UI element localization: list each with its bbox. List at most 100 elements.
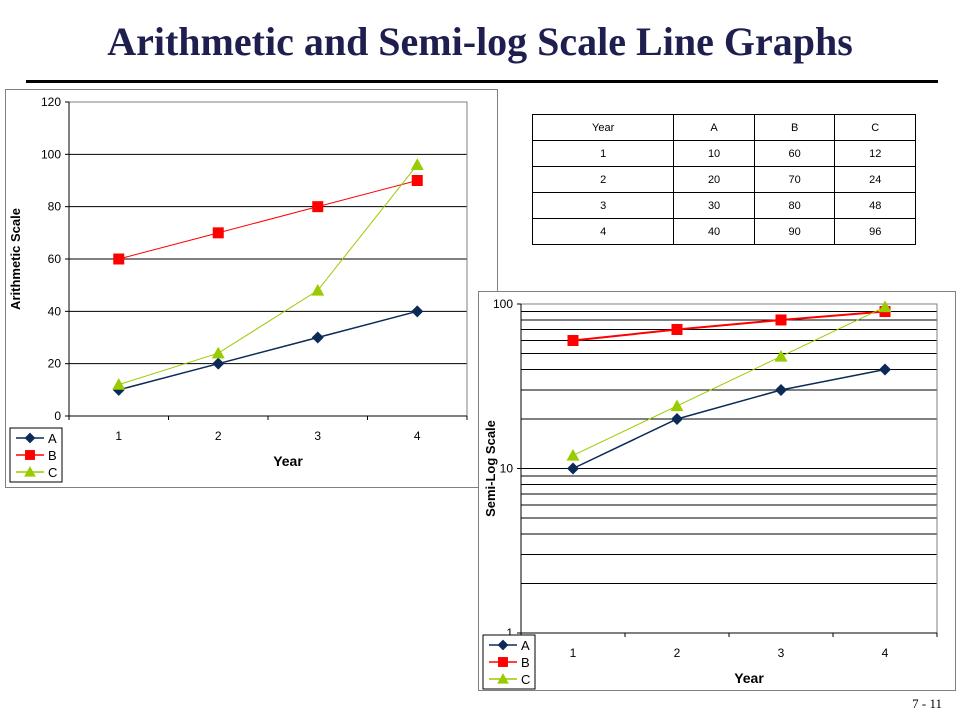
data-point-b xyxy=(212,227,224,239)
table-cell: 96 xyxy=(834,218,916,245)
data-point-b xyxy=(411,175,423,186)
data-point-b xyxy=(775,314,787,326)
y-tick-label: 100 xyxy=(41,147,61,161)
x-tick-label: 1 xyxy=(115,429,122,443)
table-cell: 2 xyxy=(531,166,675,193)
table-cell: 40 xyxy=(673,218,755,245)
data-point-c xyxy=(410,158,424,170)
x-tick-label: 2 xyxy=(674,646,681,660)
data-point-c xyxy=(774,349,788,362)
x-tick-label: 2 xyxy=(215,429,222,443)
data-point-a xyxy=(775,384,787,397)
table-row: 1 10 60 12 xyxy=(531,140,916,167)
semilog-chart: 1 10 100 1 2 3 4 Year Semi-Log Scale A B C xyxy=(478,291,956,691)
data-point-a xyxy=(671,412,683,425)
y-tick-label: 80 xyxy=(48,200,62,214)
legend-marker-a xyxy=(24,432,36,444)
legend-label-b: B xyxy=(48,448,57,463)
table-cell: 1 xyxy=(531,140,675,167)
x-axis-title: Year xyxy=(734,670,764,686)
y-tick-label: 40 xyxy=(48,304,62,318)
series-line-b xyxy=(118,180,418,260)
data-point-c xyxy=(311,283,325,296)
data-point-c xyxy=(112,378,126,390)
series-a xyxy=(112,305,424,396)
series-line-b xyxy=(572,310,886,342)
legend-marker-b xyxy=(498,657,508,667)
x-tick-label: 1 xyxy=(570,646,577,660)
arithmetic-chart: 0 20 40 60 80 100 120 1 2 3 4 Year Arithmetic Scale A… xyxy=(5,89,498,488)
legend-marker-a xyxy=(497,639,509,651)
series-a xyxy=(567,363,891,475)
legend-label-b: B xyxy=(521,655,530,670)
data-point-b xyxy=(312,201,324,213)
semilog-chart-svg: 1 10 100 1 2 3 4 Year Semi-Log Scale ABC xyxy=(482,297,938,690)
table-cell: 10 xyxy=(673,140,755,167)
data-point-a xyxy=(311,331,324,344)
table-row: 3 30 80 48 xyxy=(531,192,916,219)
x-tick-label: 4 xyxy=(414,429,421,443)
table-header-cell: B xyxy=(753,114,836,141)
data-point-b xyxy=(671,323,683,335)
table-cell: 90 xyxy=(753,218,836,245)
gridlines xyxy=(69,101,467,417)
table-header-cell: C xyxy=(834,114,916,141)
title-divider xyxy=(26,80,938,83)
data-point-a xyxy=(212,357,225,370)
y-axis-title: Arithmetic Scale xyxy=(8,208,23,310)
table-cell: 30 xyxy=(673,192,755,219)
data-table: Year A B C 1 10 60 12 2 20 70 24 3 30 80… xyxy=(531,114,916,245)
table-cell: 20 xyxy=(673,166,755,193)
y-tick-label: 20 xyxy=(48,357,62,371)
y-tick-label: 100 xyxy=(493,297,513,311)
data-point-a xyxy=(411,305,424,318)
gridlines xyxy=(521,303,937,634)
y-tick-label: 120 xyxy=(41,95,61,109)
x-tick-label: 4 xyxy=(882,646,889,660)
data-point-c xyxy=(878,300,892,313)
data-point-a xyxy=(567,462,579,475)
table-header-cell: Year xyxy=(531,114,675,141)
legend-marker-c xyxy=(24,466,36,477)
legend-label-a: A xyxy=(521,638,530,653)
y-axis-title: Semi-Log Scale xyxy=(483,420,498,517)
series-line-c xyxy=(572,306,886,456)
data-point-c xyxy=(211,346,225,359)
legend-label-c: C xyxy=(521,672,530,687)
table-header-row: Year A B C xyxy=(531,114,916,141)
table-cell: 3 xyxy=(531,192,675,219)
series-line-c xyxy=(118,164,418,386)
arithmetic-chart-svg: 0 20 40 60 80 100 120 1 2 3 4 Year Arithmetic Scale A… xyxy=(8,95,468,483)
y-tick-label: 60 xyxy=(48,252,62,266)
data-point-c xyxy=(670,399,684,412)
legend-label-c: C xyxy=(48,465,57,480)
x-tick-label: 3 xyxy=(778,646,785,660)
series-line-a xyxy=(572,368,886,470)
table-cell: 48 xyxy=(834,192,916,219)
series-line-a xyxy=(118,310,418,391)
data-point-b xyxy=(567,334,579,346)
x-axis-title: Year xyxy=(273,453,303,469)
y-tick-label: 1 xyxy=(506,626,513,640)
series-c xyxy=(566,300,892,461)
series-c xyxy=(112,158,424,390)
data-point-c xyxy=(566,448,580,461)
legend-marker-c xyxy=(497,673,509,684)
table-cell: 80 xyxy=(753,192,836,219)
legend: ABC xyxy=(9,427,63,483)
page-title: Arithmetic and Semi-log Scale Line Graph… xyxy=(107,19,853,64)
table-cell: 60 xyxy=(753,140,836,167)
table-cell: 70 xyxy=(753,166,836,193)
legend: ABC xyxy=(482,634,536,690)
data-point-b xyxy=(113,253,125,265)
table-row: 4 40 90 96 xyxy=(531,218,916,245)
y-tick-label: 0 xyxy=(54,409,61,423)
table-cell: 24 xyxy=(834,166,916,193)
legend-marker-b xyxy=(25,450,35,460)
y-tick-label: 10 xyxy=(500,462,514,476)
page-number: 7 - 11 xyxy=(912,696,942,711)
series-b xyxy=(113,175,423,265)
table-row: 2 20 70 24 xyxy=(531,166,916,193)
data-point-a xyxy=(879,363,891,376)
legend-label-a: A xyxy=(48,431,57,446)
